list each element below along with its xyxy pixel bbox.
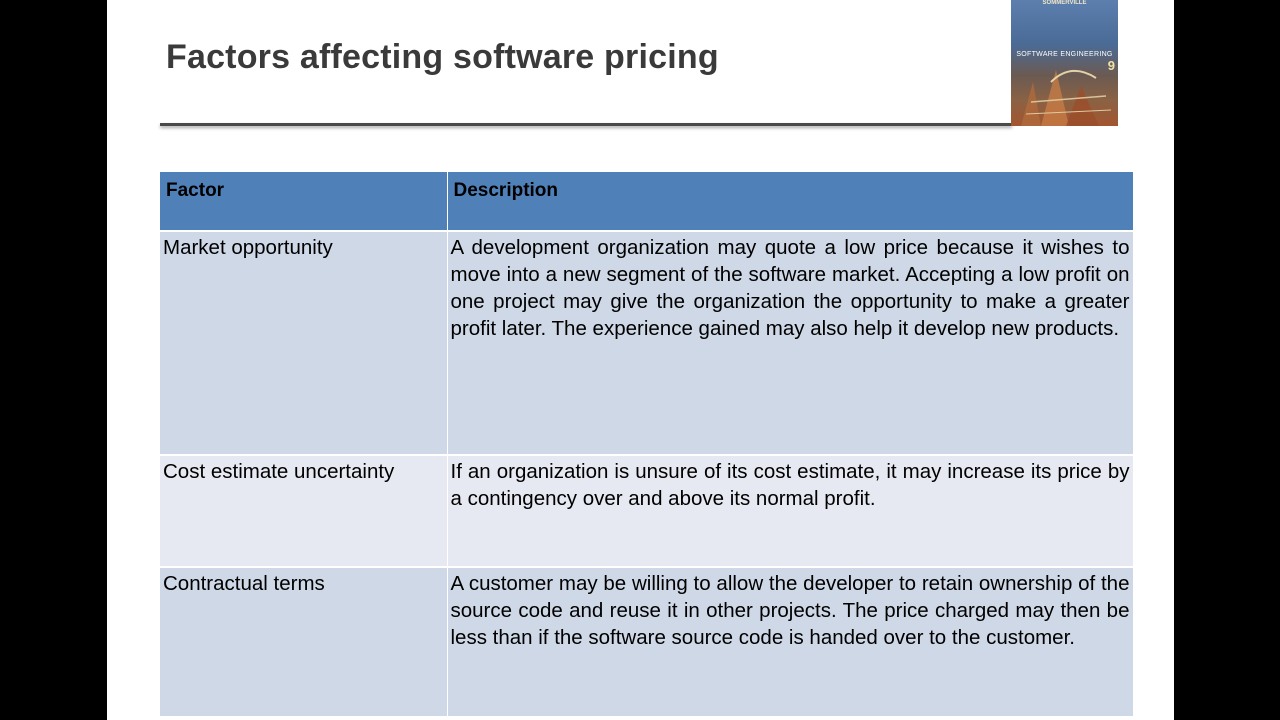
table-header-row: Factor Description [160, 172, 1134, 232]
book-cover-author: SOMMERVILLE [1042, 0, 1087, 6]
factor-cell: Market opportunity [160, 231, 448, 456]
table-row: Cost estimate uncertainty If an organiza… [160, 455, 1134, 568]
table-row: Contractual terms A customer may be will… [160, 567, 1134, 718]
table-row: Market opportunity A development organiz… [160, 231, 1134, 456]
slide-title: Factors affecting software pricing [166, 38, 719, 76]
description-cell: A customer may be willing to allow the d… [447, 567, 1134, 718]
title-divider [160, 123, 1012, 126]
column-header-factor: Factor [160, 172, 448, 232]
book-cover-image: SOMMERVILLE SOFTWARE ENGINEERING 9 [1011, 0, 1118, 126]
building-illustration-icon [1021, 70, 1112, 126]
slide: Factors affecting software pricing SOMME… [107, 0, 1174, 720]
book-cover-title: SOFTWARE ENGINEERING [1016, 51, 1113, 58]
pricing-factors-table: Factor Description Market opportunity A … [160, 172, 1134, 718]
factor-cell: Cost estimate uncertainty [160, 455, 448, 568]
description-cell: A development organization may quote a l… [447, 231, 1134, 456]
factor-cell: Contractual terms [160, 567, 448, 718]
description-cell: If an organization is unsure of its cost… [447, 455, 1134, 568]
book-cover-edition: 9 [1107, 58, 1115, 73]
column-header-description: Description [447, 172, 1134, 232]
